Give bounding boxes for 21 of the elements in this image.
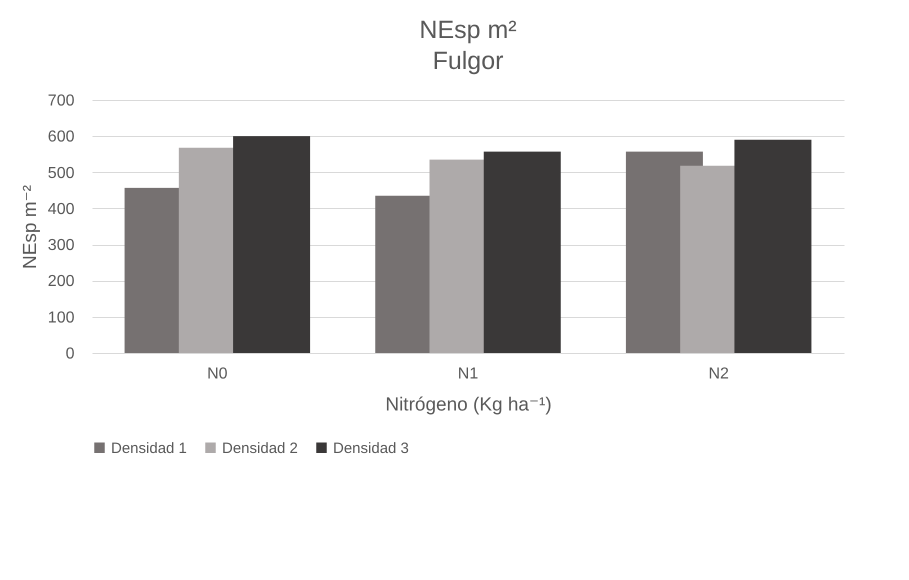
legend-label: Densidad 1 — [111, 440, 187, 457]
bar — [734, 140, 812, 353]
legend-label: Densidad 2 — [222, 440, 298, 457]
chart-title: NEsp m² — [419, 16, 517, 44]
x-axis-title: Nitrógeno (Kg ha⁻¹) — [385, 394, 552, 416]
x-tick-label: N1 — [458, 366, 478, 382]
y-tick-label: 100 — [48, 309, 75, 326]
y-tick-label: 300 — [48, 237, 75, 254]
x-tick-label: N2 — [708, 366, 729, 382]
y-tick-label: 200 — [48, 273, 75, 290]
legend-label: Densidad 3 — [333, 440, 409, 457]
chart-subtitle: Fulgor — [432, 47, 504, 75]
y-tick-label: 500 — [48, 164, 75, 182]
y-tick-label: 700 — [48, 92, 75, 110]
bar — [233, 136, 310, 353]
y-tick-label: 0 — [66, 346, 75, 362]
x-tick-label: N0 — [207, 366, 228, 382]
y-tick-label: 400 — [48, 200, 75, 218]
bar — [484, 152, 561, 353]
y-tick-label: 600 — [48, 128, 75, 146]
y-axis-title: NEsp m⁻² — [20, 185, 41, 269]
